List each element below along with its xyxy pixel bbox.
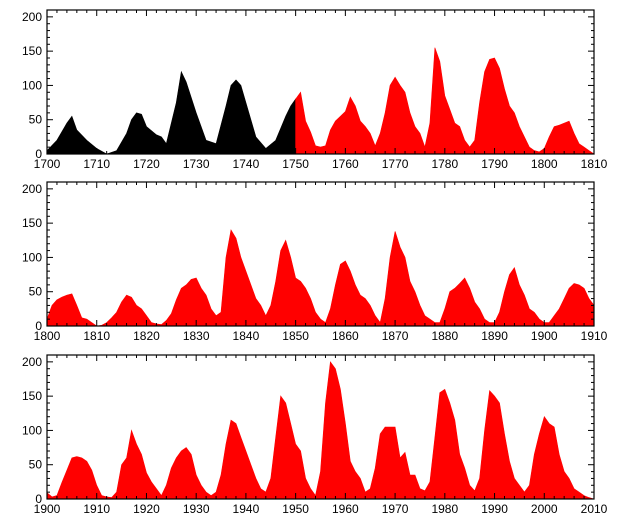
x-tick-label: 1810 <box>83 329 110 343</box>
x-tick-label: 1790 <box>481 157 508 171</box>
y-tick-label: 50 <box>29 458 43 472</box>
x-tick-label: 1880 <box>431 329 458 343</box>
x-tick-label: 1890 <box>481 329 508 343</box>
y-tick-label: 100 <box>22 423 42 437</box>
y-tick-label: 200 <box>22 182 42 196</box>
x-tick-label: 1750 <box>282 157 309 171</box>
y-tick-label: 200 <box>22 10 42 24</box>
y-tick-label: 150 <box>22 44 42 58</box>
x-tick-label: 1840 <box>233 329 260 343</box>
x-tick-label: 1990 <box>481 502 508 516</box>
series-area-2 <box>295 47 595 155</box>
x-tick-label: 1770 <box>382 157 409 171</box>
x-tick-label: 1960 <box>332 502 359 516</box>
chart-panel-2: 1800 1810 1820 1830 1840 1850 1860 1870 1880 1890… <box>22 181 608 343</box>
chart-panel-1: 1700 1710 1720 1730 1740 1750 1760 1770 1780 1790… <box>22 9 608 171</box>
series-area-1 <box>46 361 595 500</box>
x-tick-label: 1910 <box>581 329 608 343</box>
series-area-1 <box>46 70 296 155</box>
x-tick-label: 1950 <box>282 502 309 516</box>
y-tick-label: 0 <box>35 147 42 161</box>
x-tick-label: 2010 <box>581 502 608 516</box>
x-tick-label: 1920 <box>133 502 160 516</box>
y-tick-label: 0 <box>35 492 42 506</box>
x-tick-label: 1780 <box>431 157 458 171</box>
plot-frame <box>46 354 595 500</box>
y-tick-label: 150 <box>22 389 42 403</box>
plot-frame <box>46 181 595 327</box>
x-tick-label: 1910 <box>83 502 110 516</box>
x-tick-label: 1860 <box>332 329 359 343</box>
plot-frame <box>46 9 595 155</box>
chart-panel-3: 1900 1910 1920 1930 1940 1950 1960 1970 1980 1990… <box>22 354 608 516</box>
x-tick-label: 1970 <box>382 502 409 516</box>
x-tick-label: 1850 <box>282 329 309 343</box>
y-tick-label: 150 <box>22 216 42 230</box>
y-tick-label: 100 <box>22 78 42 92</box>
x-tick-label: 1900 <box>34 502 61 516</box>
y-tick-label: 50 <box>29 113 43 127</box>
x-tick-label: 1830 <box>183 329 210 343</box>
x-tick-label: 2000 <box>531 502 558 516</box>
x-tick-label: 1700 <box>34 157 61 171</box>
x-tick-label: 1980 <box>431 502 458 516</box>
y-tick-label: 100 <box>22 250 42 264</box>
x-tick-label: 1760 <box>332 157 359 171</box>
y-tick-label: 200 <box>22 355 42 369</box>
y-tick-label: 50 <box>29 285 43 299</box>
x-tick-label: 1740 <box>233 157 260 171</box>
x-tick-label: 1940 <box>233 502 260 516</box>
x-tick-label: 1900 <box>531 329 558 343</box>
x-tick-label: 1800 <box>34 329 61 343</box>
x-tick-label: 1730 <box>183 157 210 171</box>
x-tick-label: 1930 <box>183 502 210 516</box>
x-tick-label: 1820 <box>133 329 160 343</box>
x-tick-label: 1710 <box>83 157 110 171</box>
x-tick-label: 1720 <box>133 157 160 171</box>
series-area-1 <box>46 229 595 327</box>
x-tick-label: 1870 <box>382 329 409 343</box>
y-tick-label: 0 <box>35 319 42 333</box>
x-tick-label: 1810 <box>581 157 608 171</box>
x-tick-label: 1800 <box>531 157 558 171</box>
